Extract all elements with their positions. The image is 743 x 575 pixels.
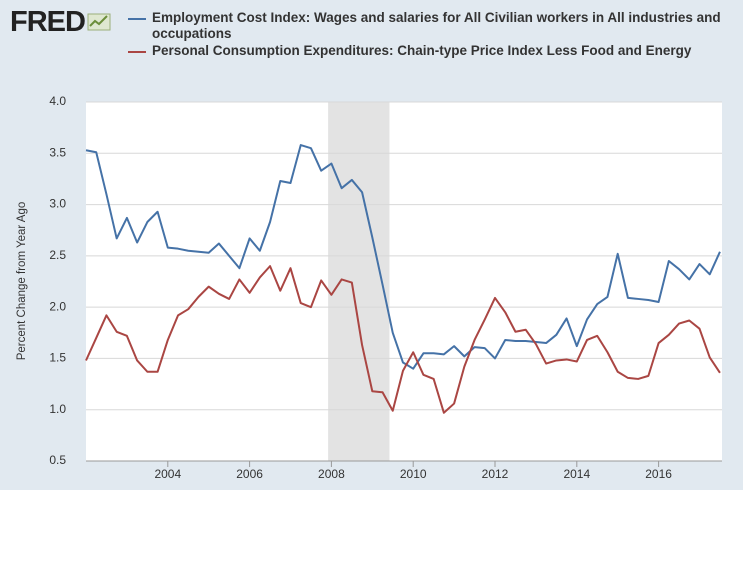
plot-area bbox=[86, 102, 722, 461]
y-tick-label: 3.0 bbox=[49, 197, 66, 211]
y-tick-label: 1.5 bbox=[49, 351, 66, 365]
x-tick-label: 2014 bbox=[563, 467, 590, 481]
series-line bbox=[85, 265, 721, 414]
recession-band bbox=[328, 102, 390, 461]
y-tick-label: 3.5 bbox=[49, 145, 66, 159]
series-line bbox=[85, 144, 721, 370]
logo-text: FRED bbox=[10, 6, 86, 38]
y-tick-label: 0.5 bbox=[49, 453, 66, 467]
x-tick-label: 2016 bbox=[645, 467, 672, 481]
logo: FRED bbox=[10, 6, 111, 39]
legend-item: Personal Consumption Expenditures: Chain… bbox=[122, 43, 734, 59]
x-tick-label: 2010 bbox=[400, 467, 427, 481]
x-tick-label: 2006 bbox=[236, 467, 263, 481]
y-tick-label: 2.0 bbox=[49, 299, 66, 313]
x-tick-label: 2008 bbox=[318, 467, 345, 481]
x-tick-label: 2004 bbox=[154, 467, 181, 481]
legend: Employment Cost Index: Wages and salarie… bbox=[122, 10, 734, 60]
legend-label: Employment Cost Index: Wages and salarie… bbox=[152, 10, 721, 41]
y-axis-label: Percent Change from Year Ago bbox=[16, 202, 28, 361]
y-tick-label: 1.0 bbox=[49, 402, 66, 416]
legend-item: Employment Cost Index: Wages and salarie… bbox=[122, 10, 734, 42]
legend-label: Personal Consumption Expenditures: Chain… bbox=[152, 43, 692, 58]
legend-swatch bbox=[128, 18, 146, 20]
y-tick-label: 2.5 bbox=[49, 248, 66, 262]
x-tick-label: 2012 bbox=[482, 467, 509, 481]
logo-icon bbox=[87, 13, 111, 31]
y-tick-label: 4.0 bbox=[49, 94, 66, 108]
legend-swatch bbox=[128, 51, 146, 53]
